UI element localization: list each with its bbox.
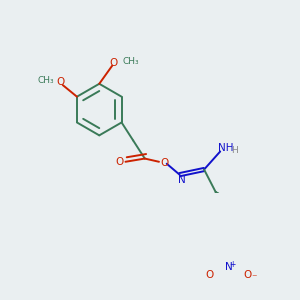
Text: O: O — [160, 158, 168, 168]
Text: +: + — [229, 260, 236, 269]
Text: N: N — [178, 175, 185, 185]
Text: N: N — [225, 262, 232, 272]
Text: NH: NH — [218, 143, 233, 153]
Text: O: O — [109, 58, 118, 68]
Text: O: O — [115, 157, 123, 167]
Text: CH₃: CH₃ — [37, 76, 54, 85]
Text: H: H — [231, 146, 238, 155]
Text: O: O — [244, 270, 252, 280]
Text: O: O — [57, 77, 65, 87]
Text: CH₃: CH₃ — [122, 57, 139, 66]
Text: O: O — [205, 270, 213, 280]
Text: ⁻: ⁻ — [252, 273, 257, 284]
